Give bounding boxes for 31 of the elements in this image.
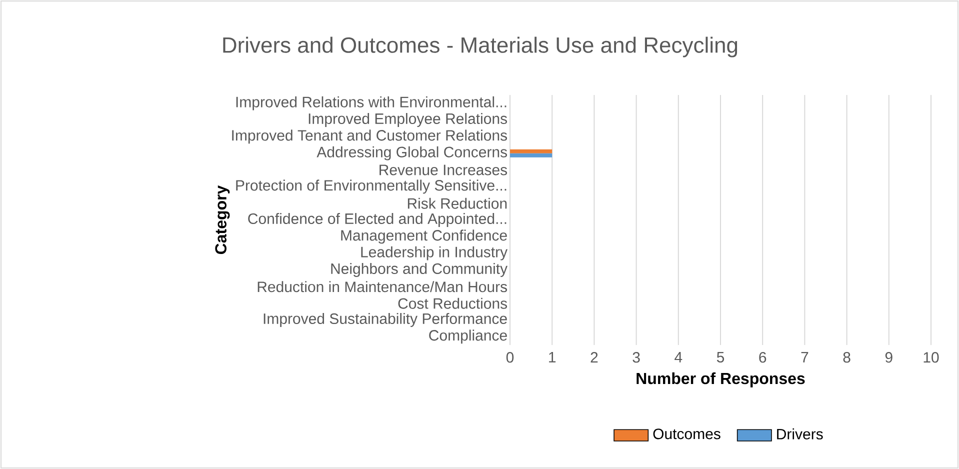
y-tick-label: Compliance — [429, 330, 507, 344]
y-axis-title: Category — [215, 185, 230, 254]
x-tick-label: 6 — [759, 352, 766, 363]
y-tick-label: Management Confidence — [341, 230, 507, 244]
x-tick-label: 10 — [924, 352, 939, 363]
y-tick-label: Addressing Global Concerns — [316, 146, 508, 160]
y-tick-label: Improved Sustainability Performance — [264, 313, 507, 327]
x-tick-label: 0 — [506, 352, 514, 363]
y-tick-label: Reduction in Maintenance/Man Hours — [258, 281, 508, 292]
x-tick-label: 3 — [632, 352, 640, 363]
x-tick-label: 5 — [716, 352, 724, 363]
x-tick-label: 2 — [590, 352, 598, 363]
y-tick-label: Improved Employee Relations — [308, 113, 508, 127]
legend-label: Outcomes — [653, 428, 720, 440]
x-tick-label: 4 — [674, 352, 682, 362]
y-tick-label: Revenue Increases — [380, 164, 508, 176]
y-tick-label: Risk Reduction — [408, 198, 507, 209]
chart-title: Drivers and Outcomes - Materials Use and Recycling — [223, 36, 738, 58]
x-tick-label: 7 — [801, 352, 808, 362]
y-tick-label: Neighbors and Community — [331, 263, 508, 277]
y-tick-label: Improved Tenant and Customer Relations — [232, 130, 508, 144]
y-tick-label: Leadership in Industry — [361, 246, 508, 260]
y-tick-label: Cost Reductions — [398, 298, 508, 309]
x-tick-label: 9 — [885, 352, 892, 363]
x-tick-label: 1 — [549, 352, 556, 362]
y-tick-label: Improved Relations with Environmental... — [236, 96, 506, 110]
y-tick-label: Confidence of Elected and Appointed... — [248, 213, 506, 227]
legend-label: Drivers — [777, 428, 823, 440]
x-tick-label: 8 — [843, 352, 850, 363]
y-tick-label: Protection of Environmentally Sensitive... — [236, 180, 506, 194]
x-axis-title: Number of Responses — [636, 372, 805, 388]
